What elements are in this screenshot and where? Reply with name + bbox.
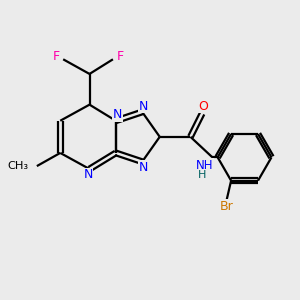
Text: CH₃: CH₃ bbox=[7, 161, 28, 171]
Text: N: N bbox=[139, 161, 148, 174]
Text: Br: Br bbox=[220, 200, 234, 213]
Text: N: N bbox=[83, 168, 93, 182]
Text: NH: NH bbox=[196, 159, 214, 172]
Text: N: N bbox=[112, 108, 122, 122]
Text: H: H bbox=[198, 170, 206, 180]
Text: O: O bbox=[199, 100, 208, 112]
Text: N: N bbox=[139, 100, 148, 112]
Text: F: F bbox=[117, 50, 124, 63]
Text: F: F bbox=[52, 50, 59, 63]
